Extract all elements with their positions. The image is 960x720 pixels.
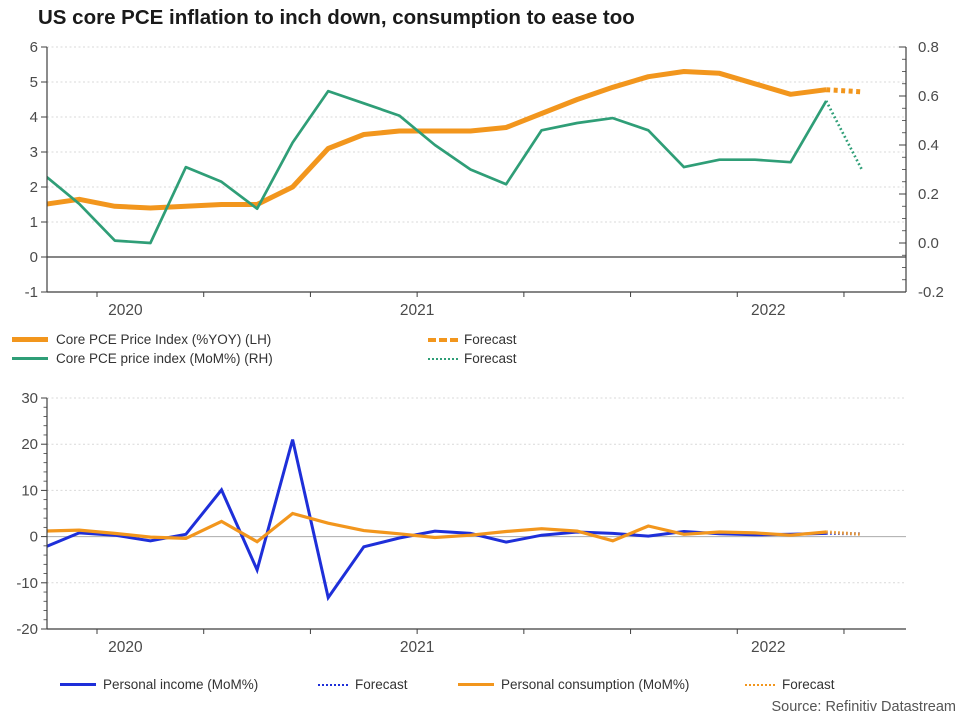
core-pce-yoy-legend-label: Core PCE Price Index (%YOY) (LH) <box>56 332 272 347</box>
left-axis-label: 20 <box>21 436 38 453</box>
personal-income-line <box>47 439 827 602</box>
top-chart-tick-labels: 6 5 4 3 2 1 0 -1 0.8 0.6 0.4 0.2 0.0 -0.2 2020 2021 2022 <box>25 39 944 319</box>
left-axis-label: -1 <box>25 284 38 301</box>
page-title: US core PCE inflation to inch down, cons… <box>38 6 635 29</box>
core-pce-yoy-forecast-label: Forecast <box>464 332 517 347</box>
personal-consumption-swatch <box>458 683 494 686</box>
left-axis-label: 0 <box>30 249 38 266</box>
bottom-chart-tick-labels: 30 20 10 0 -10 -20 2020 2021 2022 <box>16 390 785 656</box>
source-note: Source: Refinitiv Datastream <box>771 699 956 715</box>
top-chart-gridlines <box>47 46 906 223</box>
x-year-label: 2022 <box>751 302 785 319</box>
bottom-chart: 30 20 10 0 -10 -20 2020 2021 2022 <box>16 390 906 656</box>
core-pce-mom-line-forecast <box>824 100 863 171</box>
bottom-chart-gridlines <box>47 397 906 584</box>
right-axis-label: 0.4 <box>918 137 939 154</box>
left-axis-label: 1 <box>30 214 38 231</box>
top-chart-ticks <box>41 46 906 297</box>
personal-consumption-legend-label: Personal consumption (MoM%) <box>501 677 690 692</box>
core-pce-mom-swatch <box>12 357 48 360</box>
core-pce-mom-line <box>47 89 828 245</box>
left-axis-label: 10 <box>21 482 38 499</box>
left-axis-label: 4 <box>30 109 38 126</box>
right-axis-label: 0.2 <box>918 186 939 203</box>
left-axis-label: 6 <box>30 39 38 56</box>
right-axis-label: 0.0 <box>918 235 939 252</box>
core-pce-mom-forecast-swatch <box>428 358 458 360</box>
x-year-label: 2020 <box>108 639 143 656</box>
personal-income-forecast-label: Forecast <box>355 677 408 692</box>
personal-income-legend-label: Personal income (MoM%) <box>103 677 259 692</box>
right-axis-label: 0.6 <box>918 88 939 105</box>
personal-consumption-forecast-swatch <box>745 684 775 686</box>
x-year-label: 2021 <box>400 639 434 656</box>
top-chart-axes <box>46 47 907 293</box>
personal-consumption-line <box>47 511 827 544</box>
bottom-chart-series <box>47 439 862 602</box>
right-axis-label: 0.8 <box>918 39 939 56</box>
core-pce-mom-legend-label: Core PCE price index (MoM%) (RH) <box>56 351 273 366</box>
left-axis-label: 2 <box>30 179 38 196</box>
bottom-chart-ticks <box>41 397 845 634</box>
x-year-label: 2020 <box>108 302 143 319</box>
left-axis-label: 5 <box>30 74 38 91</box>
left-axis-label: 3 <box>30 144 38 161</box>
bottom-chart-axes <box>46 398 906 630</box>
right-axis-label: -0.2 <box>918 284 944 301</box>
core-pce-mom-forecast-label: Forecast <box>464 351 517 366</box>
personal-income-forecast-swatch <box>318 684 348 686</box>
x-year-label: 2021 <box>400 302 434 319</box>
left-axis-label: 0 <box>30 529 38 546</box>
top-chart: 6 5 4 3 2 1 0 -1 0.8 0.6 0.4 0.2 0.0 -0.2 2020 2021 2022 <box>25 39 944 319</box>
core-pce-yoy-line <box>47 69 827 211</box>
left-axis-label: -20 <box>16 621 38 638</box>
core-pce-yoy-line-forecast <box>826 87 862 95</box>
left-axis-label: -10 <box>16 575 38 592</box>
core-pce-yoy-forecast-swatch <box>428 338 458 342</box>
personal-income-swatch <box>60 683 96 686</box>
top-chart-series <box>47 69 863 245</box>
core-pce-yoy-swatch <box>12 337 48 342</box>
x-year-label: 2022 <box>751 639 785 656</box>
left-axis-label: 30 <box>21 390 38 407</box>
personal-consumption-forecast-label: Forecast <box>782 677 835 692</box>
